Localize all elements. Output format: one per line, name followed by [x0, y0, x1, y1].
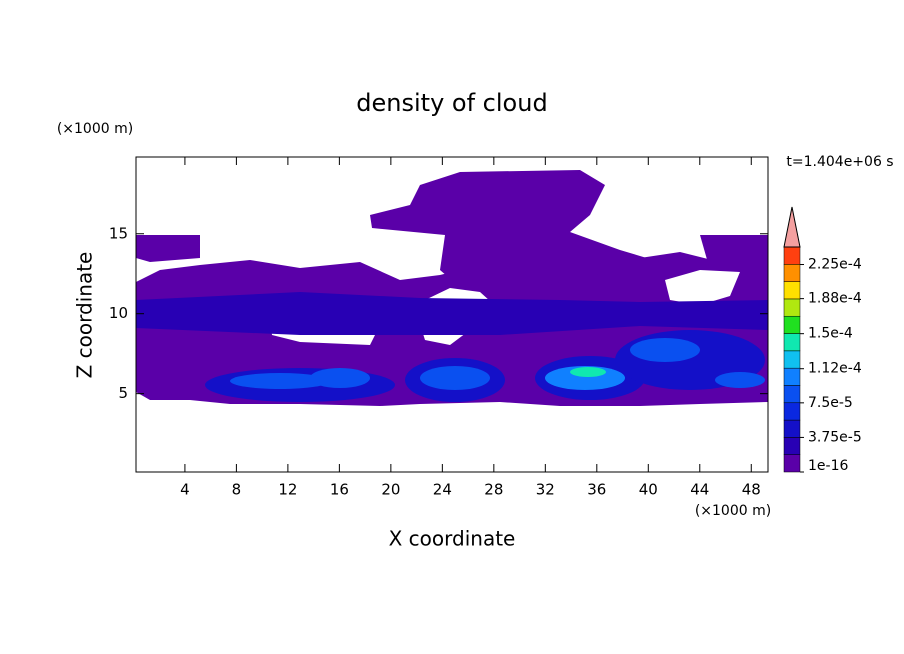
contour-hole [665, 270, 740, 305]
chart-title: density of cloud [356, 89, 547, 117]
y-tick-label: 5 [118, 384, 128, 402]
y-tick-label: 15 [109, 224, 128, 242]
contour-region [570, 367, 606, 377]
contour-region [420, 366, 490, 390]
contour-region [630, 338, 700, 362]
x-tick-label: 4 [180, 481, 190, 499]
colorbar-band [783, 298, 801, 317]
contour-region [136, 235, 200, 262]
colorbar-tick-label: 2.25e-4 [808, 257, 862, 273]
x-tick-label: 24 [433, 481, 452, 499]
colorbar-band [783, 315, 801, 334]
x-tick-label: 20 [381, 481, 400, 499]
x-tick-label: 28 [484, 481, 503, 499]
y-unit: (×1000 m) [57, 121, 133, 137]
x-tick-label: 12 [278, 481, 297, 499]
x-tick-label: 36 [587, 481, 606, 499]
colorbar-band [783, 402, 801, 421]
x-tick-label: 44 [690, 481, 709, 499]
y-tick-label: 10 [109, 304, 128, 322]
contour-region [370, 170, 660, 300]
colorbar-band [783, 367, 801, 386]
colorbar-band [783, 350, 801, 369]
x-unit: (×1000 m) [695, 503, 771, 519]
colorbar-band [783, 419, 801, 438]
colorbar-band [783, 333, 801, 352]
x-tick-label: 48 [742, 481, 761, 499]
colorbar-tick-label: 3.75e-5 [808, 429, 862, 445]
plot-frame [135, 156, 769, 473]
colorbar-band [783, 281, 801, 300]
colorbar-tick-label: 1e-16 [808, 458, 848, 474]
colorbar-tick-label: 1.5e-4 [808, 326, 853, 342]
contour-region [310, 368, 370, 388]
contour-region [715, 372, 765, 388]
colorbar-band [783, 385, 801, 404]
contour-region [136, 292, 768, 335]
x-tick-label: 40 [639, 481, 658, 499]
contour-region [230, 373, 330, 389]
x-tick-label: 32 [536, 481, 555, 499]
colorbar-band [783, 246, 801, 265]
x-tick-label: 16 [330, 481, 349, 499]
x-axis-label: X coordinate [389, 527, 516, 551]
time-label: t=1.404e+06 s [786, 154, 893, 170]
colorbar-band [783, 454, 801, 473]
y-axis-label: Z coordinate [73, 252, 97, 379]
contour-region [700, 235, 768, 272]
colorbar-tick-label: 1.88e-4 [808, 291, 862, 307]
colorbar-band [783, 437, 801, 455]
colorbar-tick-label: 1.12e-4 [808, 361, 862, 377]
colorbar-extend [783, 206, 801, 248]
colorbar-tick-label: 7.5e-5 [808, 395, 853, 411]
x-tick-label: 8 [232, 481, 242, 499]
contour-field [136, 170, 768, 406]
colorbar-band [783, 264, 801, 282]
